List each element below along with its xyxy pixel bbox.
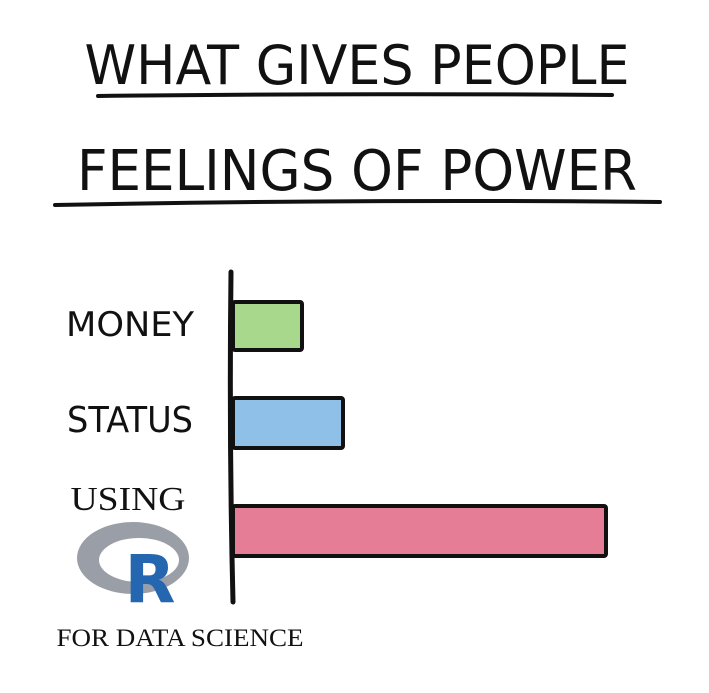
category-label-using: USING [71,481,186,518]
title-underline-2 [53,199,662,207]
bars-group [231,300,608,558]
chart-title-line-2: FEELINGS OF POWER [77,139,637,204]
r-logo: R [77,522,189,618]
title-underline-1 [96,92,614,98]
logo-caption: FOR DATA SCIENCE [57,625,304,652]
y-axis-line [227,269,236,605]
category-label-money: MONEY [66,305,194,345]
r-logo-letter: R [125,541,176,618]
bar-using [231,504,608,558]
bar-money [231,300,304,352]
category-label-status: STATUS [67,400,193,441]
bar-status [231,396,345,450]
chart-title-line-1: WHAT GIVES PEOPLE [85,34,630,97]
